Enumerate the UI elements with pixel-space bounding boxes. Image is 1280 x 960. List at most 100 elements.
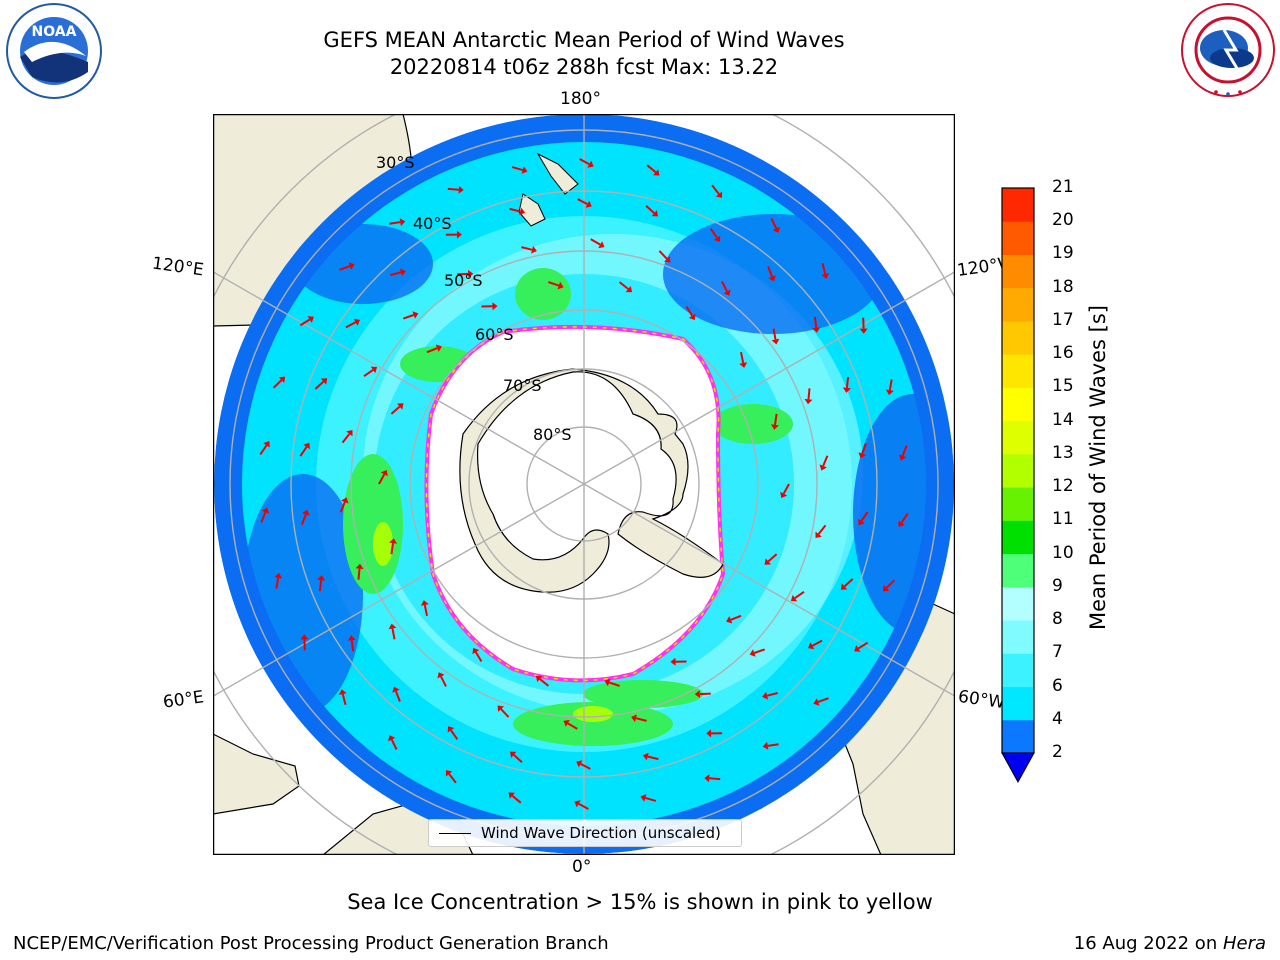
wind-arrow-shaft <box>457 272 469 276</box>
wind-arrow-head <box>437 672 445 679</box>
wind-arrow-shaft <box>811 639 823 647</box>
wind-arrow-head <box>412 311 419 319</box>
wind-arrow-shaft <box>845 376 850 389</box>
wind-arrow-shaft <box>578 802 589 810</box>
wind-arrow-head <box>813 698 820 706</box>
wind-arrow-head <box>347 635 356 641</box>
wind-arrow-shaft <box>843 578 854 588</box>
wind-arrow-shaft <box>260 511 267 523</box>
wind-arrow-head <box>510 751 517 758</box>
wind-arrow-shaft <box>402 314 415 320</box>
wind-arrow-head <box>263 441 270 448</box>
wind-arrow-shaft <box>474 651 483 663</box>
wind-arrow-head <box>492 302 498 311</box>
colorbar-tick-label: 19 <box>1052 243 1074 264</box>
wind-arrow-shaft <box>345 321 357 329</box>
footer-date: 16 Aug 2022 on <box>1073 933 1223 954</box>
polar-map <box>213 114 955 855</box>
wind-arrow-shaft <box>426 347 438 354</box>
wind-arrow-head <box>388 623 397 630</box>
wind-arrow-shaft <box>709 777 721 781</box>
lon-label-0: 0° <box>572 857 592 877</box>
wind-arrow-shaft <box>521 246 533 251</box>
colorbar-tick-label: 16 <box>1052 343 1074 364</box>
wind-arrow-shaft <box>618 281 629 290</box>
wind-arrow-head <box>808 642 815 650</box>
wind-arrow-shaft <box>767 743 779 747</box>
wind-arrow-head <box>303 442 310 450</box>
wind-arrow-shaft <box>390 405 401 415</box>
wind-arrow-shaft <box>341 693 347 705</box>
footer-host: Hera <box>1222 933 1266 954</box>
wind-arrow-shaft <box>259 444 268 455</box>
wind-arrow-head <box>859 328 868 334</box>
colorbar-tick-label: 2 <box>1052 742 1063 762</box>
wind-arrow-shaft <box>314 380 325 390</box>
wind-arrow-shaft <box>807 388 811 400</box>
wind-arrow-shaft <box>300 514 307 526</box>
wind-arrow-head <box>882 585 890 592</box>
wind-arrow-shaft <box>770 218 778 229</box>
lat-label-30s: 30°S <box>376 153 415 172</box>
wind-arrow-shaft <box>740 352 745 364</box>
wind-arrow-shaft <box>817 697 829 703</box>
wind-arrow-head <box>858 518 865 526</box>
wind-arrow-head <box>768 275 776 282</box>
wind-arrow-shaft <box>390 271 402 276</box>
footer-right: 16 Aug 2022 on Hera <box>1074 933 1266 954</box>
wind-arrow-head <box>388 735 396 742</box>
wind-arrow-shaft <box>390 739 398 750</box>
wind-arrow-shaft <box>821 263 827 275</box>
wind-arrow-head <box>397 403 404 410</box>
wind-arrow-shaft <box>699 692 711 696</box>
sea-ice-note: Sea Ice Concentration > 15% is shown in … <box>347 890 933 914</box>
wind-arrow-shaft <box>275 577 280 589</box>
wind-arrow-head <box>274 572 283 579</box>
wind-arrow-head <box>557 281 564 290</box>
legend-label: Wind Wave Direction (unscaled) <box>481 824 721 842</box>
wind-arrow-head <box>762 691 769 700</box>
wind-arrow-head <box>399 218 406 227</box>
wind-arrow-shaft <box>440 676 447 687</box>
lon-label-180: 180° <box>560 89 601 109</box>
wind-arrow-shaft <box>448 773 457 784</box>
wind-arrow-head <box>302 509 310 516</box>
wind-arrow-head <box>445 770 453 777</box>
wind-arrow-shaft <box>822 455 829 467</box>
wind-arrow-shaft <box>817 524 827 535</box>
wind-arrow-head <box>346 430 353 437</box>
wind-arrow-shaft <box>423 604 428 616</box>
wind-arrow-head <box>563 719 570 727</box>
wind-arrow-head <box>519 207 526 216</box>
wind-arrow-head <box>842 387 851 393</box>
colorbar-bin <box>1002 719 1034 754</box>
wind-arrow-shaft <box>339 265 351 271</box>
wind-arrow-head <box>723 289 731 296</box>
wind-arrow-head <box>587 160 594 168</box>
wind-arrow-head <box>640 794 647 802</box>
wind-arrow-head <box>497 705 504 712</box>
wind-arrow-head <box>812 327 821 333</box>
wind-arrow-shaft <box>450 729 459 740</box>
wind-arrow-head <box>435 344 442 352</box>
noaa-logo: NOAA <box>6 3 102 99</box>
wind-arrow-shaft <box>608 681 620 687</box>
wind-arrow-head <box>399 268 406 277</box>
new-zealand-land <box>518 152 579 227</box>
wind-arrow-head <box>604 678 611 687</box>
lat-label-70s: 70°S <box>503 376 542 395</box>
footer-left: NCEP/EMC/Verification Post Processing Pr… <box>13 933 609 954</box>
wind-arrow-shaft <box>794 590 805 599</box>
wind-arrow-shaft <box>447 187 459 191</box>
wind-arrow-shaft <box>394 690 401 702</box>
wind-arrow-head <box>651 210 658 217</box>
wind-arrow-head <box>670 657 676 666</box>
wind-arrow-head <box>576 760 583 768</box>
colorbar-tick-label: 11 <box>1052 509 1074 530</box>
colorbar-bin <box>1002 620 1034 654</box>
wind-arrow-shaft <box>513 754 523 763</box>
map-title-line1: GEFS MEAN Antarctic Mean Period of Wind … <box>323 28 845 52</box>
wind-arrow-shaft <box>272 379 283 389</box>
wind-arrow-shaft <box>341 433 351 444</box>
wind-arrow-shaft <box>772 328 777 340</box>
